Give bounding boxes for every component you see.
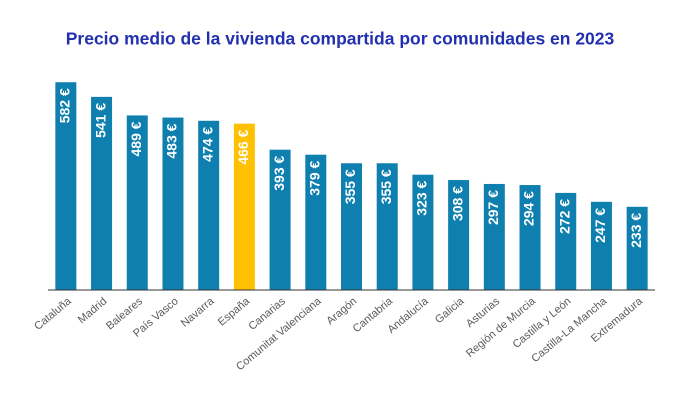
value-label: 582 € <box>57 88 73 123</box>
bar <box>198 120 220 290</box>
x-tick-label: Galicia <box>433 295 467 326</box>
bar <box>126 115 148 290</box>
value-label: 489 € <box>128 121 144 156</box>
value-label: 393 € <box>271 155 287 190</box>
value-label: 297 € <box>485 190 501 225</box>
bar <box>590 201 612 290</box>
value-label: 323 € <box>414 180 430 215</box>
value-label: 355 € <box>378 169 394 204</box>
value-label: 379 € <box>306 160 322 195</box>
bar <box>341 163 362 290</box>
bar <box>55 82 77 290</box>
bar <box>162 117 184 290</box>
bar <box>376 163 398 290</box>
bar <box>233 123 255 290</box>
bar <box>269 149 291 290</box>
value-label: 474 € <box>199 127 215 162</box>
x-tick-label: Madrid <box>76 295 109 326</box>
value-label: 466 € <box>235 129 251 164</box>
bar <box>448 180 470 290</box>
bar <box>305 154 327 290</box>
value-label: 294 € <box>521 191 537 226</box>
x-tick-label: Andalucía <box>386 295 432 336</box>
bar <box>519 185 541 290</box>
value-label: 541 € <box>92 103 108 138</box>
value-label: 247 € <box>592 208 608 243</box>
chart-title: Precio medio de la vivienda compartida p… <box>66 29 615 49</box>
value-label: 355 € <box>342 169 358 204</box>
value-label: 233 € <box>628 213 644 248</box>
value-label: 272 € <box>556 199 572 234</box>
bar <box>555 192 577 290</box>
x-tick-label: Navarra <box>179 295 217 330</box>
bar <box>626 206 648 290</box>
bar <box>483 183 505 290</box>
bar <box>412 174 434 290</box>
bar <box>91 96 113 290</box>
value-label: 308 € <box>449 186 465 221</box>
value-label: 483 € <box>164 123 180 158</box>
x-tick-label: Cataluña <box>32 295 74 333</box>
